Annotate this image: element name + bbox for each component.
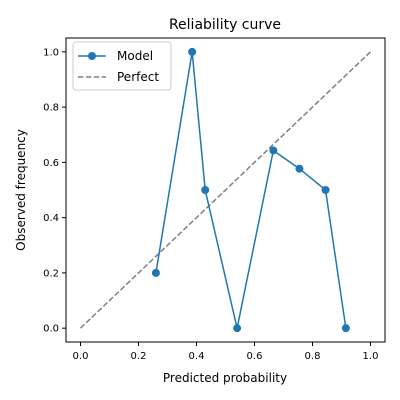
legend: Model Perfect: [72, 41, 172, 91]
model-point: [151, 268, 160, 277]
series-layer: [79, 47, 372, 333]
model-point: [233, 324, 242, 333]
y-axis: 0.0 0.2 0.4 0.6 0.8 1.0: [43, 47, 66, 335]
y-tick-label: 0.2: [43, 268, 59, 279]
chart-title: Reliability curve: [169, 17, 281, 33]
y-tick-label: 0.8: [43, 103, 59, 114]
x-axis-label: Predicted probability: [163, 371, 287, 385]
x-tick-label: 0.8: [305, 351, 321, 362]
y-tick-label: 0.4: [43, 213, 59, 224]
y-tick-label: 0.0: [43, 324, 59, 335]
x-tick-label: 0.6: [247, 351, 263, 362]
model-point: [201, 186, 210, 194]
x-tick-label: 0.4: [189, 351, 205, 362]
perfect-calibration-line: [79, 51, 372, 329]
x-axis: 0.0 0.2 0.4 0.6 0.8 1.0: [73, 342, 379, 362]
x-tick-label: 0.0: [73, 351, 89, 362]
model-point: [295, 164, 304, 173]
y-axis-label: Observed frequency: [14, 129, 28, 251]
plot-area: [65, 37, 386, 343]
legend-model-marker: [88, 52, 96, 60]
model-point: [341, 324, 350, 333]
legend-model-label: Model: [117, 49, 153, 63]
x-tick-label: 1.0: [363, 351, 379, 362]
model-point: [321, 186, 330, 194]
plot-frame: [65, 37, 386, 343]
legend-box: [72, 41, 172, 91]
model-point: [269, 146, 278, 155]
model-curve-line: [155, 51, 347, 329]
model-point: [188, 47, 197, 56]
legend-perfect-label: Perfect: [117, 70, 159, 84]
x-tick-label: 0.2: [131, 351, 147, 362]
y-tick-label: 0.6: [43, 158, 59, 169]
y-tick-label: 1.0: [43, 47, 59, 58]
